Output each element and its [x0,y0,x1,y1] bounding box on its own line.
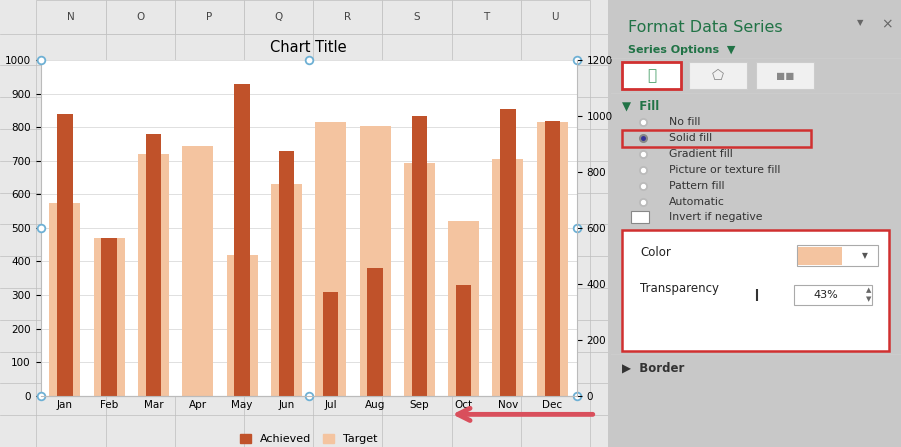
Bar [182,146,214,396]
Bar [271,185,302,396]
FancyBboxPatch shape [796,245,878,266]
Text: Invert if negative: Invert if negative [669,212,762,222]
Text: ◼◼: ◼◼ [776,71,794,80]
FancyBboxPatch shape [689,62,747,89]
FancyBboxPatch shape [382,0,451,34]
FancyBboxPatch shape [244,0,314,34]
Text: O: O [136,12,144,22]
Text: Pattern fill: Pattern fill [669,181,724,191]
Text: Q: Q [275,12,283,22]
Bar [544,121,560,396]
Text: U: U [551,12,560,22]
Text: ▼  Fill: ▼ Fill [623,99,660,112]
FancyBboxPatch shape [37,0,105,34]
Text: N: N [68,12,75,22]
FancyBboxPatch shape [521,0,590,34]
Text: Format Data Series: Format Data Series [628,20,783,35]
Text: ×: × [880,18,892,32]
Bar [138,154,169,396]
Legend: Achieved, Target: Achieved, Target [236,430,381,447]
Text: Solid fill: Solid fill [669,133,712,143]
FancyBboxPatch shape [0,0,608,34]
Bar [448,221,479,396]
Text: P: P [206,12,213,22]
Text: ▼: ▼ [857,18,864,27]
FancyBboxPatch shape [105,0,175,34]
FancyBboxPatch shape [314,0,382,34]
FancyBboxPatch shape [632,211,649,223]
Title: Chart Title: Chart Title [270,40,347,55]
FancyBboxPatch shape [623,62,680,89]
Bar [456,285,471,396]
Bar [412,116,427,396]
Text: ▲: ▲ [867,287,872,293]
Bar [50,203,80,396]
Text: ▼: ▼ [861,251,868,260]
FancyBboxPatch shape [798,247,842,265]
Text: Automatic: Automatic [669,197,724,207]
Bar [359,126,390,396]
Bar [146,134,161,396]
FancyBboxPatch shape [175,0,244,34]
Bar [234,84,250,396]
Text: ▼: ▼ [867,296,872,303]
Text: 43%: 43% [814,290,838,300]
FancyBboxPatch shape [0,0,608,447]
Text: Picture or texture fill: Picture or texture fill [669,165,780,175]
Bar [537,122,568,396]
Bar [315,122,346,396]
FancyBboxPatch shape [451,0,521,34]
Text: T: T [483,12,489,22]
Bar [57,114,73,396]
FancyBboxPatch shape [756,62,814,89]
Bar [493,159,523,396]
Text: Series Options  ▼: Series Options ▼ [628,45,735,55]
FancyBboxPatch shape [623,230,889,351]
Bar [227,255,258,396]
Bar [102,238,117,396]
Bar [278,151,295,396]
Text: R: R [344,12,351,22]
Text: No fill: No fill [669,117,700,127]
Bar [368,268,383,396]
Text: ▶  Border: ▶ Border [623,361,685,374]
Bar [94,238,124,396]
Bar [500,109,515,396]
Bar [404,163,435,396]
Text: Gradient fill: Gradient fill [669,149,733,159]
Text: S: S [414,12,420,22]
Text: ⬠: ⬠ [712,68,724,83]
Text: Color: Color [640,246,670,259]
Text: ⛏: ⛏ [647,68,656,83]
Bar [323,292,339,396]
Text: Transparency: Transparency [640,282,719,295]
FancyBboxPatch shape [794,285,872,305]
